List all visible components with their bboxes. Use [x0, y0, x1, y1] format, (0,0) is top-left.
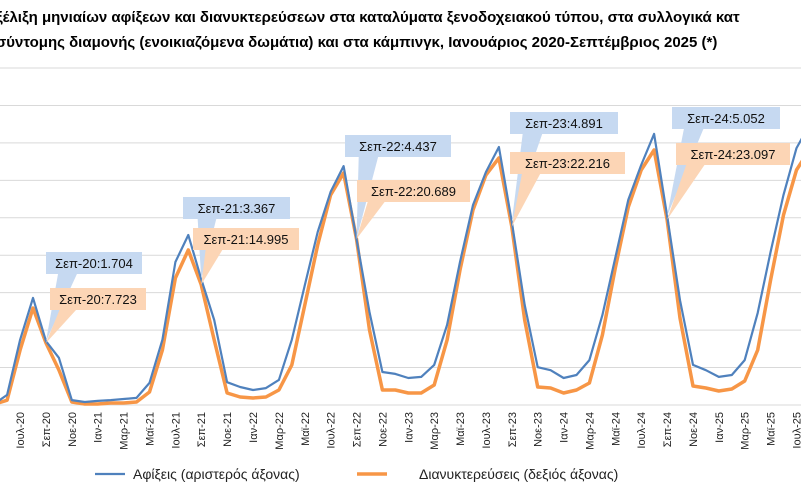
x-tick-label: Μαρ-23 — [429, 412, 441, 450]
callout-pointer — [356, 191, 393, 239]
callout-box — [183, 197, 290, 219]
x-tick-label: Νοε-24 — [688, 412, 700, 447]
callout-pointer — [356, 146, 381, 239]
x-tick-label: Ιουλ-23 — [481, 412, 493, 449]
callout-box — [345, 135, 451, 157]
callout-box — [676, 143, 790, 165]
x-tick-label: Μαϊ-23 — [455, 412, 467, 446]
x-tick-label: Μαϊ-21 — [144, 412, 156, 446]
series-line — [0, 132, 801, 404]
callout-label: Σεπ-22:4.437 — [359, 139, 437, 154]
x-tick-label: Σεπ-22 — [352, 412, 364, 447]
callout-label: Σεπ-21:14.995 — [204, 232, 289, 247]
callout-pointer — [201, 239, 229, 285]
callout-box — [510, 152, 625, 174]
x-tick-label: Ιουλ-25 — [791, 412, 801, 449]
x-tick-label: Σεπ-20 — [41, 412, 53, 447]
chart-title: σύντομης διαμονής (ενοικιαζόμενα δωμάτια… — [0, 34, 717, 51]
x-tick-label: Σεπ-21 — [196, 412, 208, 447]
x-tick-label: Ιουλ-24 — [636, 412, 648, 449]
x-tick-label: Ιουλ-22 — [326, 412, 338, 449]
x-tick-label: Σεπ-24 — [662, 412, 674, 447]
legend-label: Αφίξεις (αριστερός άξονας) — [133, 466, 300, 482]
callout-pointer — [511, 163, 546, 227]
callout-box — [46, 252, 142, 274]
x-tick-label: Ιαν-22 — [248, 412, 260, 443]
callout-box — [672, 107, 780, 129]
x-tick-label: Μαρ-22 — [274, 412, 286, 450]
x-tick-label: Ιουλ-20 — [15, 412, 27, 449]
x-tick-label: Νοε-21 — [222, 412, 234, 447]
x-tick-label: Σεπ-23 — [507, 412, 519, 447]
callout-label: Σεπ-20:1.704 — [55, 256, 133, 271]
callout-label: Σεπ-24:5.052 — [687, 111, 765, 126]
x-tick-label: Ιαν-23 — [403, 412, 415, 443]
callout-pointer — [45, 299, 86, 344]
callout: Σεπ-23:22.216 — [510, 152, 625, 227]
callout-box — [50, 288, 146, 310]
callout-label: Σεπ-21:3.367 — [198, 201, 276, 216]
x-tick-label: Ιουλ-21 — [170, 412, 182, 449]
callout-label: Σεπ-22:20.689 — [371, 184, 456, 199]
x-tick-label: Ιαν-24 — [559, 412, 571, 443]
callout-box — [510, 112, 618, 134]
x-tick-label: Νοε-22 — [377, 412, 389, 447]
callout: Σεπ-22:4.437 — [345, 135, 451, 239]
x-tick-label: Μαϊ-22 — [300, 412, 312, 446]
chart-title: ξέλιξη μηνιαίων αφίξεων και διανυκτερεύσ… — [0, 9, 740, 26]
x-tick-label: Νοε-23 — [533, 412, 545, 447]
x-tick-label: Μαρ-25 — [740, 412, 752, 450]
callout: Σεπ-22:20.689 — [356, 180, 470, 239]
x-tick-label: Μαϊ-25 — [766, 412, 778, 446]
callout-box — [357, 180, 470, 202]
x-tick-label: Ιαν-25 — [714, 412, 726, 443]
legend-label: Διανυκτερεύσεις (δεξιός άξονας) — [419, 466, 618, 482]
callout-box — [193, 228, 299, 250]
x-tick-label: Μαρ-21 — [119, 412, 131, 450]
callout: Σεπ-21:14.995 — [193, 228, 299, 285]
callout-label: Σεπ-23:22.216 — [525, 156, 610, 171]
callout-label: Σεπ-24:23.097 — [691, 147, 776, 162]
x-tick-label: Μαρ-24 — [584, 412, 596, 450]
callout-label: Σεπ-23:4.891 — [525, 116, 603, 131]
callout: Σεπ-20:7.723 — [45, 288, 146, 344]
callout-pointer — [667, 154, 712, 220]
x-tick-label: Νοε-20 — [67, 412, 79, 447]
x-tick-label: Μαϊ-24 — [610, 412, 622, 446]
callout: Σεπ-24:23.097 — [667, 143, 790, 220]
x-tick-label: Ιαν-21 — [93, 412, 105, 443]
callout-label: Σεπ-20:7.723 — [59, 292, 137, 307]
series-line — [0, 148, 801, 406]
